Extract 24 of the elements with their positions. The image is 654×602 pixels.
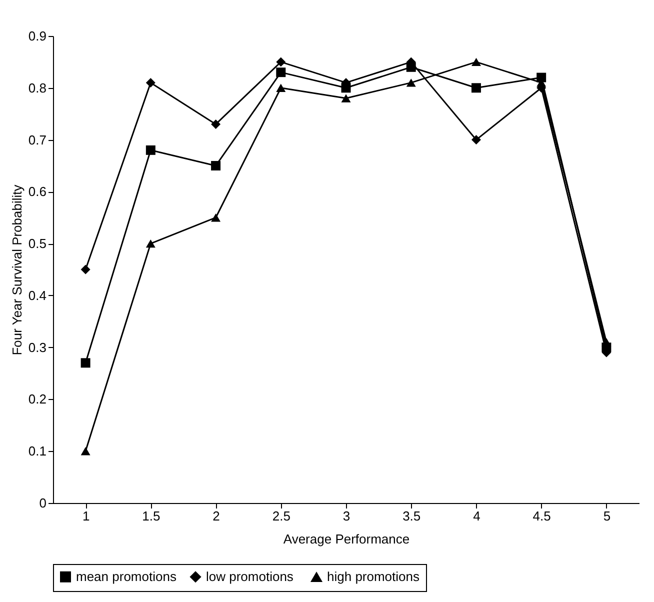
x-tick-label: 3.5 — [402, 508, 421, 524]
y-tick-label: 0.6 — [28, 184, 46, 200]
x-tick-label: 4 — [473, 508, 480, 524]
x-tick-label: 3 — [342, 508, 350, 524]
y-tick-label: 0.2 — [28, 392, 46, 407]
y-tick-label: 0.1 — [28, 444, 46, 459]
legend-label: mean promotions — [76, 568, 177, 584]
x-tick-label: 4.5 — [532, 508, 551, 524]
y-tick-label: 0.7 — [28, 132, 46, 148]
y-tick-label: 0.5 — [28, 236, 46, 252]
x-tick-label: 2.5 — [272, 508, 290, 524]
legend-label: low promotions — [206, 568, 294, 584]
x-tick-label: 1 — [82, 508, 90, 524]
y-axis-title: Four Year Survival Probability — [9, 184, 24, 356]
x-tick-label: 1.5 — [142, 508, 160, 524]
y-tick-label: 0.8 — [28, 80, 46, 96]
y-tick-label: 0.9 — [28, 28, 46, 44]
legend-label: high promotions — [327, 569, 420, 584]
y-tick-label: 0.3 — [28, 340, 46, 355]
y-tick-label: 0.4 — [28, 288, 46, 303]
x-tick-label: 5 — [603, 508, 611, 524]
x-axis-title: Average Performance — [283, 532, 410, 546]
x-tick-label: 2 — [212, 508, 220, 524]
y-tick-label: 0 — [39, 496, 46, 510]
